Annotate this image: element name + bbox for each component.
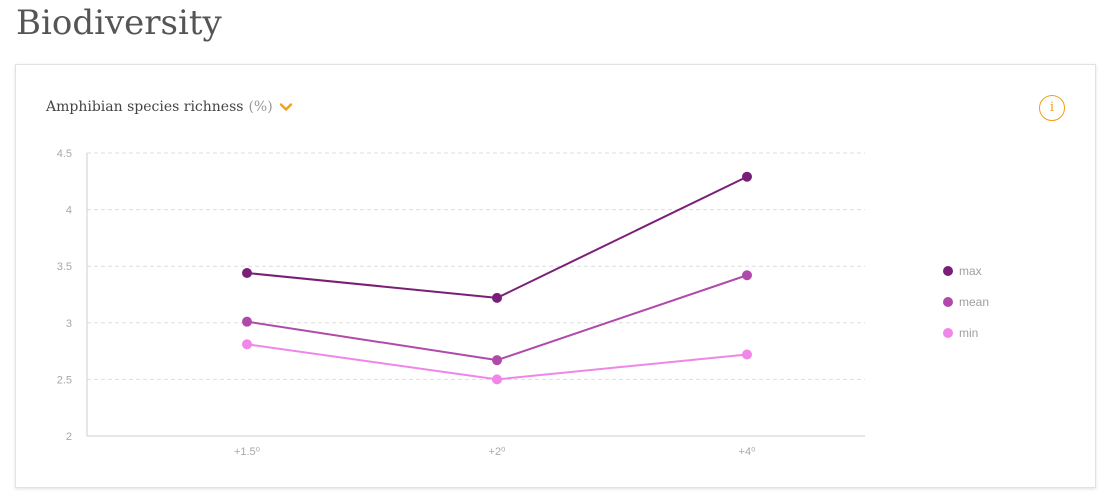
y-tick-label: 4 [66,205,72,217]
data-point-mean[interactable] [492,355,502,366]
legend-marker-max[interactable] [943,266,953,276]
y-tick-label: 2 [66,431,72,443]
metric-unit: (%) [248,99,273,115]
y-tick-label: 4.5 [57,148,72,160]
data-point-mean[interactable] [742,270,752,281]
legend-marker-min[interactable] [943,328,953,338]
x-tick-label: +2⁰ [489,446,507,458]
data-point-mean[interactable] [242,316,252,327]
data-point-min[interactable] [742,349,752,360]
series-line-max [246,175,748,299]
data-point-max[interactable] [492,292,502,303]
y-tick-label: 3 [66,318,72,330]
y-tick-label: 3.5 [57,261,72,273]
x-tick-label: +4⁰ [739,446,757,458]
y-tick-label: 2.5 [57,374,72,386]
legend-marker-mean[interactable] [943,297,953,307]
x-tick-label: +1.5⁰ [234,446,261,458]
metric-label: Amphibian species richness [46,99,244,115]
legend-label-max[interactable]: max [959,264,982,278]
metric-dropdown[interactable]: Amphibian species richness (%) [46,99,293,115]
data-point-min[interactable] [242,339,252,350]
chevron-down-icon[interactable] [279,100,293,114]
data-point-max[interactable] [242,267,252,278]
page-title: Biodiversity [16,3,222,43]
chart-card: Amphibian species richness (%) i [15,64,1096,488]
data-point-min[interactable] [492,374,502,385]
legend-label-mean[interactable]: mean [959,295,989,309]
legend-label-min[interactable]: min [959,326,978,340]
info-icon[interactable]: i [1039,95,1065,121]
data-point-max[interactable] [742,171,752,182]
series-line-mean [246,274,748,362]
